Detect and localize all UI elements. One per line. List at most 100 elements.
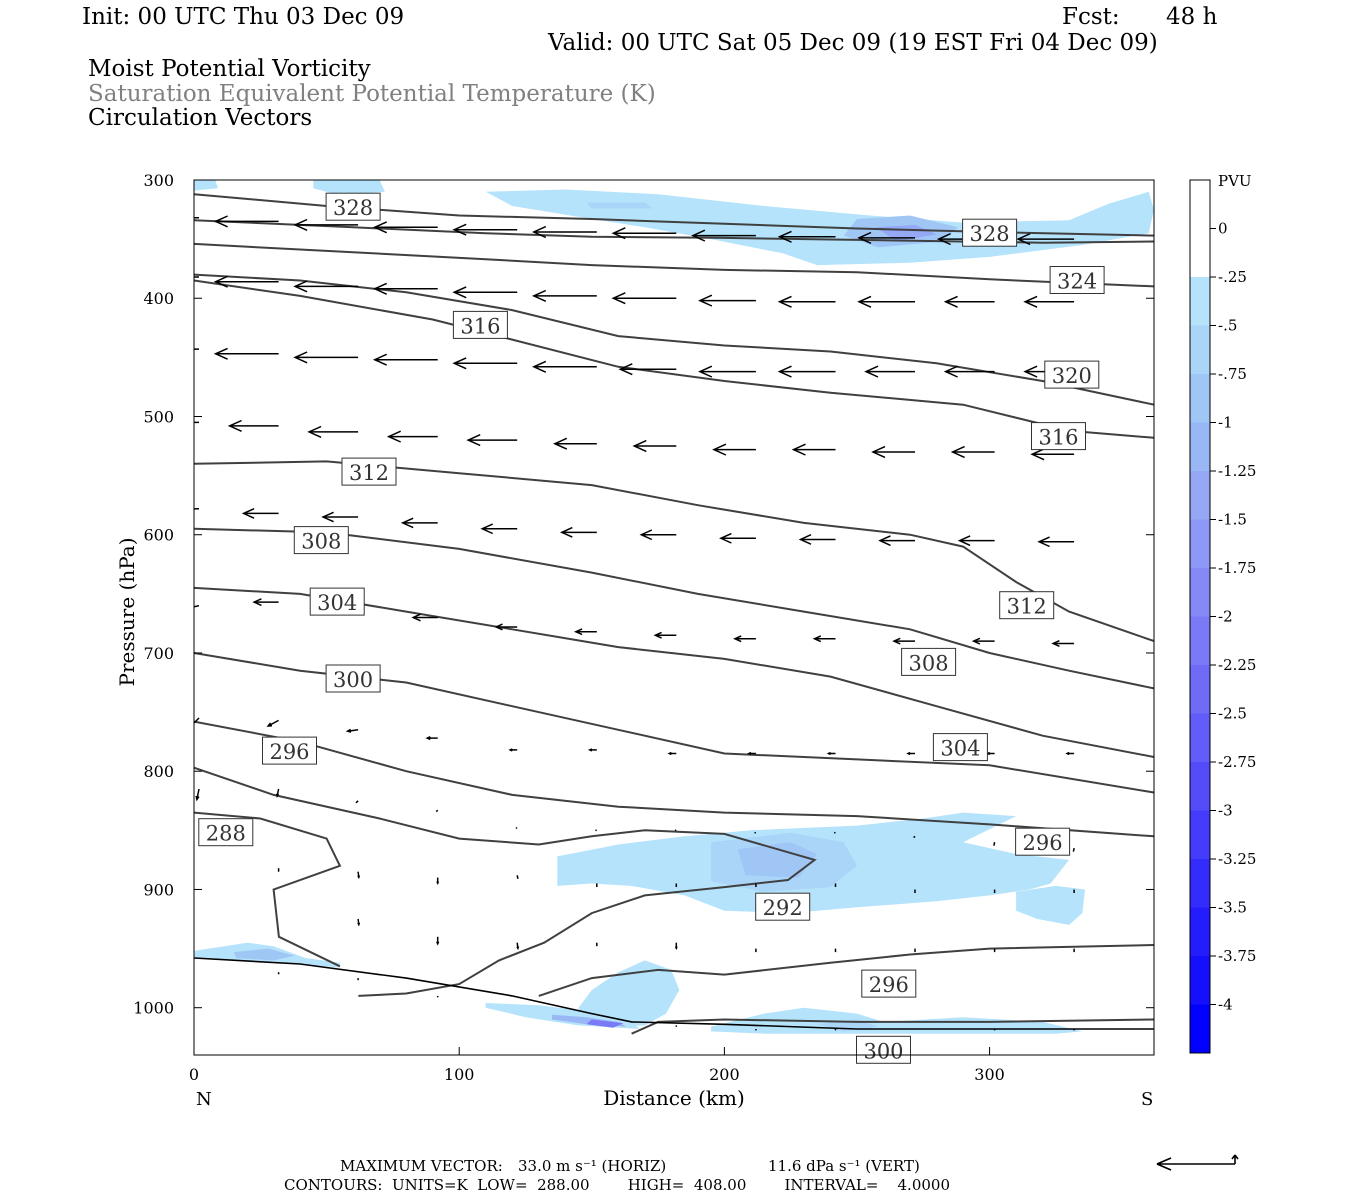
- contour-label: 304: [309, 587, 365, 616]
- contour-label: 320: [1044, 360, 1100, 389]
- circulation-vector: [957, 535, 995, 547]
- max-vector-horizontal: 33.0 m s⁻¹ (HORIZ): [518, 1157, 667, 1175]
- y-tick-label: 1000: [133, 999, 174, 1018]
- contour-label: 300: [856, 1035, 911, 1064]
- circulation-vector: [466, 434, 518, 447]
- x-axis-title: Distance (km): [603, 1086, 745, 1110]
- circulation-vector: [508, 748, 518, 752]
- theta-es-contour: [538, 944, 1154, 997]
- valid-time: Valid: 00 UTC Sat 05 Dec 09 (19 EST Fri …: [548, 30, 1158, 56]
- svg-text:296: 296: [269, 740, 309, 764]
- colorbar-label: -3.5: [1218, 899, 1247, 917]
- contour-label: 324: [1049, 266, 1105, 294]
- circulation-vector: [531, 289, 597, 302]
- theta-es-contour: [194, 811, 342, 968]
- contour-labels: 328 328 324 320 316 316 312 312 308 308 304 304 300 2…: [198, 192, 1105, 1064]
- circulation-vector: [213, 275, 279, 288]
- svg-text:300: 300: [333, 668, 373, 692]
- circulation-vector: [531, 360, 597, 373]
- circulation-vector: [241, 508, 279, 519]
- circulation-vector: [452, 357, 518, 370]
- reference-vector-arrow: [1156, 1154, 1239, 1171]
- circulation-vector: [747, 751, 756, 756]
- colorbar-bin: [1190, 616, 1210, 665]
- colorbar-bin: [1190, 713, 1210, 762]
- contour-label: 308: [901, 647, 957, 676]
- circulation-vector: [194, 217, 199, 219]
- colorbar-bin: [1190, 519, 1210, 568]
- colorbar-bin: [1190, 374, 1210, 423]
- contour-label: 328: [325, 192, 381, 221]
- circulation-vector: [194, 276, 199, 278]
- max-vector-label: MAXIMUM VECTOR:: [340, 1157, 503, 1175]
- circulation-vector: [516, 942, 520, 951]
- pv-region: [1016, 885, 1085, 925]
- circulation-vector: [213, 347, 279, 360]
- circulation-vector: [435, 809, 439, 813]
- circulation-vector: [494, 623, 518, 631]
- pv-region: [578, 960, 680, 1027]
- terrain-surface: [194, 957, 1154, 1030]
- circulation-vector: [971, 637, 995, 645]
- colorbar-label: -1: [1218, 414, 1233, 432]
- max-vector-vertical: 11.6 dPa s⁻¹ (VERT): [768, 1157, 920, 1175]
- circulation-vector: [355, 800, 359, 804]
- circulation-vector: [618, 363, 677, 376]
- circulation-vector: [1023, 295, 1075, 308]
- circulation-vector: [950, 445, 995, 459]
- circulation-vector: [611, 292, 677, 305]
- circulation-vector: [857, 231, 915, 244]
- svg-text:312: 312: [1007, 595, 1047, 619]
- theta-es-contour: [194, 279, 1154, 439]
- circulation-vector: [425, 736, 438, 741]
- theta-es-contour: [194, 720, 1154, 838]
- circulation-vectors: [194, 215, 1075, 1031]
- contour-label: 312: [999, 591, 1055, 620]
- circulation-vector: [452, 286, 518, 299]
- y-tick-label: 600: [143, 526, 174, 545]
- field-title-pv: Moist Potential Vorticity: [88, 56, 371, 82]
- colorbar-bin: [1190, 762, 1210, 811]
- circulation-vector: [985, 751, 995, 756]
- circulation-vector: [194, 717, 200, 725]
- circulation-vector: [516, 875, 519, 879]
- pv-region: [313, 180, 385, 196]
- circulation-vector: [1030, 448, 1075, 461]
- circulation-vector: [452, 223, 518, 236]
- circulation-vector: [372, 282, 438, 295]
- theta-es-contour: [194, 242, 1154, 288]
- contour-label: 312: [341, 457, 397, 486]
- y-tick-label: 800: [143, 762, 174, 781]
- pv-region: [586, 202, 653, 209]
- colorbar-bin: [1190, 277, 1210, 326]
- forecast-hour-value: 48 h: [1166, 4, 1218, 30]
- circulation-vector: [913, 835, 916, 839]
- init-time: Init: 00 UTC Thu 03 Dec 09: [82, 4, 405, 30]
- circulation-vector: [993, 842, 996, 846]
- colorbar-bin: [1190, 810, 1210, 859]
- circulation-vector: [632, 439, 677, 453]
- contour-label: 300: [325, 664, 381, 693]
- svg-text:304: 304: [317, 591, 357, 615]
- svg-text:304: 304: [940, 737, 980, 761]
- colorbar-label: -2.5: [1218, 705, 1247, 723]
- circulation-vector: [667, 751, 677, 756]
- pv-region: [586, 1019, 624, 1028]
- colorbar-bin: [1190, 859, 1210, 908]
- circulation-vector: [227, 419, 279, 432]
- circulation-vector: [293, 218, 359, 231]
- circulation-vector: [857, 295, 915, 308]
- circulation-vector: [878, 535, 915, 547]
- circulation-vector: [1072, 847, 1075, 852]
- colorbar-bin: [1190, 422, 1210, 471]
- north-label: N: [196, 1089, 212, 1110]
- contour-label: 328: [962, 218, 1018, 247]
- circulation-vector: [552, 437, 597, 450]
- theta-es-contour: [194, 766, 817, 997]
- circulation-vector: [871, 445, 915, 459]
- plot-frame: [193, 179, 1155, 1056]
- field-title-vectors: Circulation Vectors: [88, 105, 313, 131]
- circulation-vector: [906, 751, 915, 756]
- svg-text:308: 308: [301, 530, 341, 554]
